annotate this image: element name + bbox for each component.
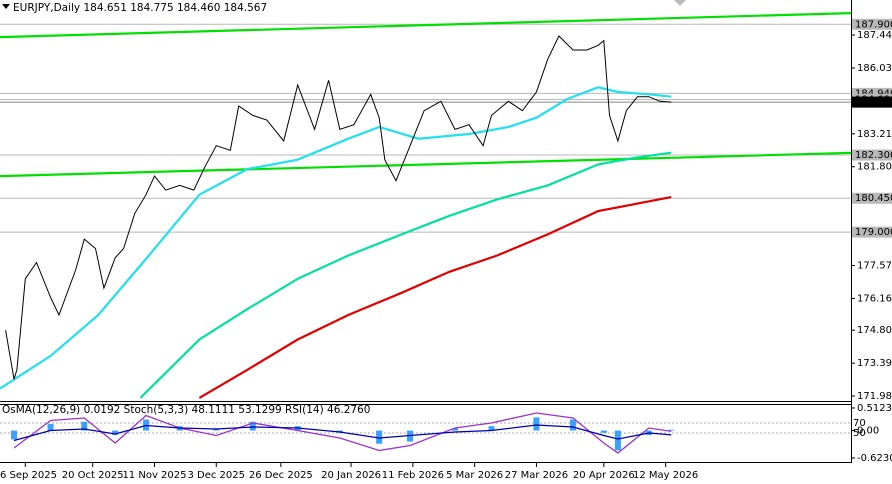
x-tick-label: 11 Nov 2025	[122, 470, 186, 481]
menu-arrow[interactable]	[2, 4, 10, 9]
x-tick-label: 27 Mar 2026	[505, 470, 568, 481]
level-label: 187.900	[855, 19, 892, 30]
x-tick-label: 20 Jan 2026	[321, 470, 381, 481]
x-tick-label: 3 Dec 2025	[187, 470, 245, 481]
level-label-bg	[852, 226, 892, 238]
series-line	[139, 151, 672, 399]
level-label: 182.300	[855, 150, 892, 161]
histogram-bar	[600, 430, 607, 433]
level-label-bg	[852, 96, 892, 108]
level-label: 184.940	[855, 88, 892, 99]
histogram-bar	[112, 430, 119, 435]
series-line	[198, 196, 672, 399]
histogram-bar	[81, 421, 88, 431]
x-tick-label: 20 Oct 2025	[62, 470, 124, 481]
y-tick-label: 183.210	[857, 129, 892, 140]
x-tick-label: 20 Apr 2026	[573, 470, 635, 481]
level-label: 180.450	[855, 193, 892, 204]
level-label-bg	[852, 87, 892, 99]
histogram-bar	[376, 430, 383, 444]
histogram-bar	[533, 417, 540, 431]
y-tick-label: 176.160	[857, 293, 892, 304]
level-label-bg	[852, 149, 892, 161]
price-panel	[0, 12, 851, 399]
histogram-bar	[451, 428, 458, 431]
y2-tick-label: 50	[853, 428, 866, 439]
y-tick-label: 171.980	[857, 391, 892, 402]
y-tick-label: 186.030	[857, 63, 892, 74]
y-tick-label: 174.800	[857, 325, 892, 336]
x-tick-label: 26 Dec 2025	[249, 470, 313, 481]
histogram-bar	[614, 430, 621, 451]
main-header: EURJPY,Daily 184.651 184.775 184.460 184…	[13, 2, 267, 14]
y-tick-label: 0.00	[857, 426, 879, 437]
level-label-bg	[852, 192, 892, 204]
shift-marker	[674, 0, 686, 6]
histogram-bar	[11, 430, 18, 440]
y-tick-label: 0.51231	[857, 403, 892, 414]
y2-tick-label: 70	[853, 418, 866, 429]
y-tick-label: 177.570	[857, 260, 892, 271]
level-label: 179.000	[855, 227, 892, 238]
x-tick-label: 12 May 2026	[633, 470, 698, 481]
y-tick-label: 187.440	[857, 30, 892, 41]
histogram-bar	[569, 419, 576, 431]
series-line	[13, 424, 672, 442]
x-tick-label: 11 Feb 2026	[382, 470, 444, 481]
level-label: 184.567	[855, 97, 892, 108]
oscillator-panel	[0, 412, 851, 454]
series-line	[0, 86, 672, 390]
series-line	[0, 151, 851, 178]
y-tick-label: -0.62302	[857, 453, 892, 464]
series-line	[13, 412, 672, 454]
level-label-bg	[852, 18, 892, 30]
histogram-bar	[488, 426, 495, 431]
series-line	[0, 12, 851, 39]
y-tick-label: 181.800	[857, 162, 892, 173]
y-tick-label: 173.390	[857, 358, 892, 369]
x-tick-label: 26 Sep 2025	[0, 470, 57, 481]
series-line	[5, 35, 672, 380]
histogram-bar	[47, 423, 54, 431]
histogram-bar	[668, 429, 675, 431]
x-tick-label: 5 Mar 2026	[446, 470, 503, 481]
oscillator-header: OsMA(12,26,9) 0.0192 Stoch(5,3,3) 48.111…	[2, 404, 370, 416]
histogram-bar	[249, 421, 256, 431]
